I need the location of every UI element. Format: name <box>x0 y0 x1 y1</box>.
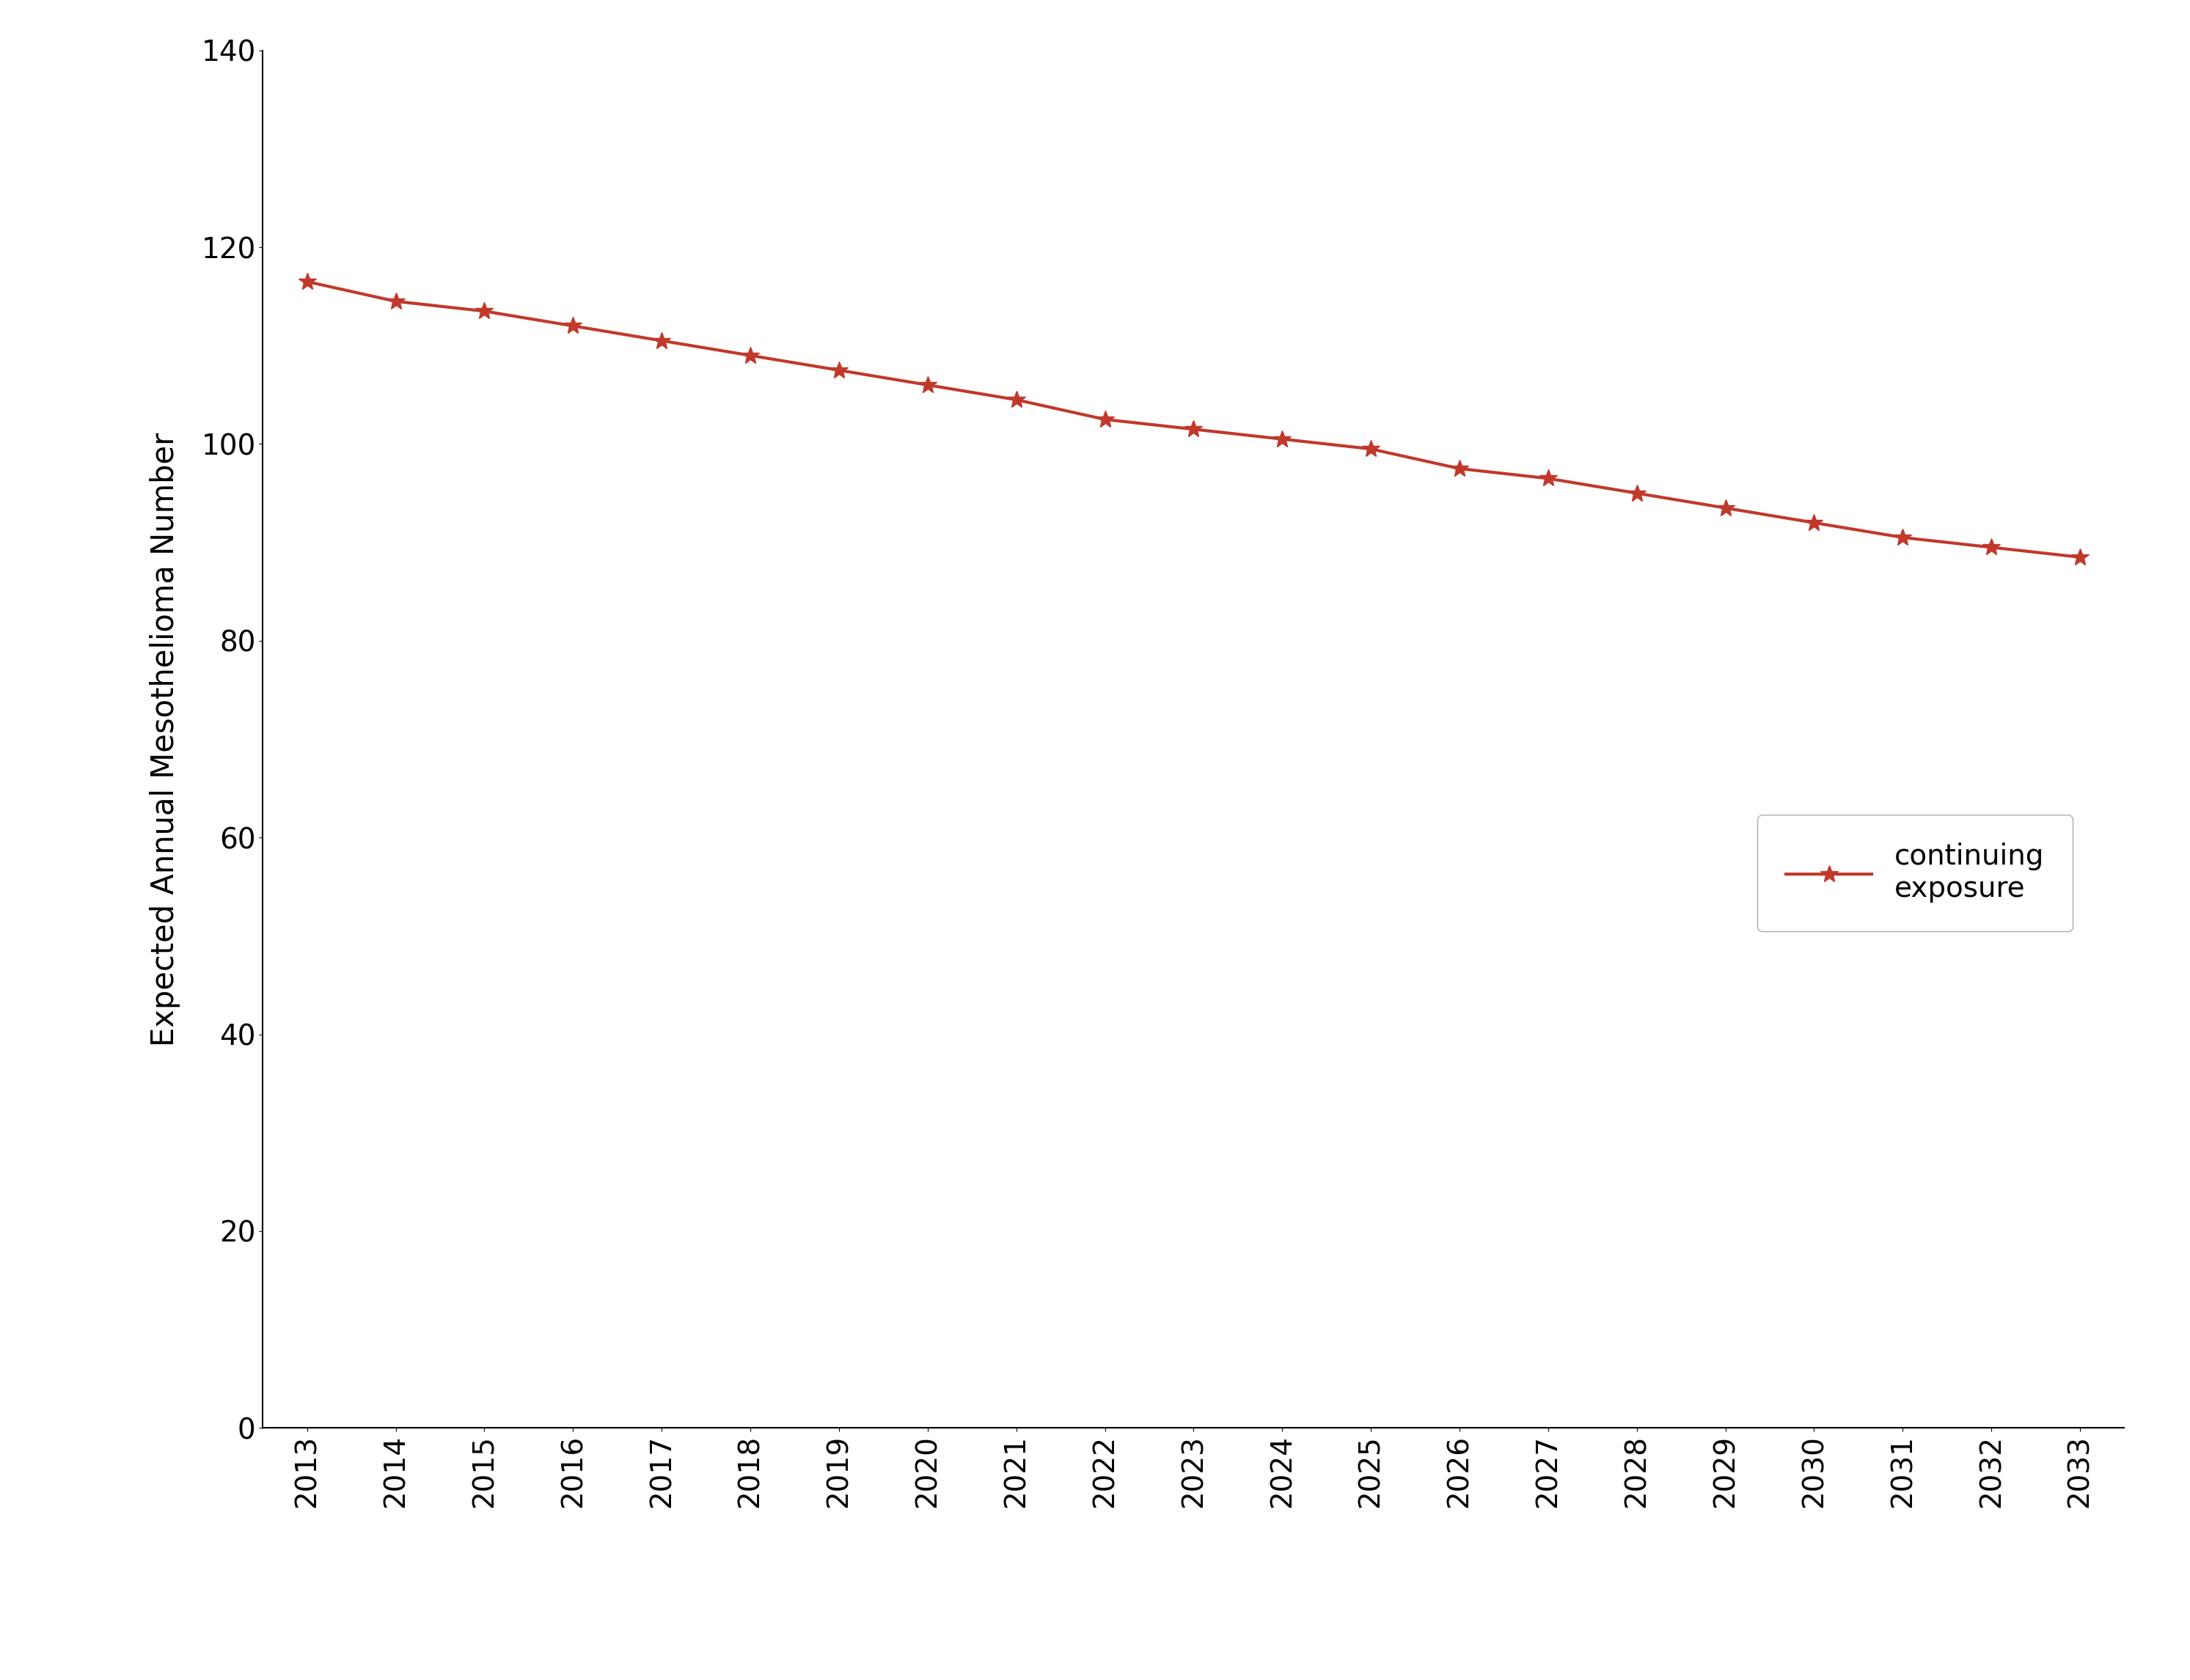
continuing
exposure <box>1093 410 1119 430</box>
continuing
exposure <box>738 346 764 366</box>
continuing
exposure <box>561 316 587 336</box>
continuing
exposure <box>1180 420 1207 440</box>
continuing
exposure <box>648 331 675 351</box>
continuing
exposure <box>1978 538 2004 558</box>
Legend: continuing
exposure: continuing exposure <box>1759 815 2072 932</box>
continuing
exposure <box>826 360 852 380</box>
Line: continuing
exposure: continuing exposure <box>298 272 2089 566</box>
continuing
exposure <box>915 375 942 395</box>
continuing
exposure <box>1268 428 1294 449</box>
continuing
exposure <box>293 272 320 292</box>
continuing
exposure <box>383 291 410 311</box>
continuing
exposure <box>471 301 497 321</box>
continuing
exposure <box>1445 459 1472 479</box>
continuing
exposure <box>1003 390 1029 410</box>
continuing
exposure <box>1890 528 1916 548</box>
continuing
exposure <box>2067 548 2094 568</box>
continuing
exposure <box>1800 512 1826 533</box>
continuing
exposure <box>1713 497 1739 517</box>
continuing
exposure <box>1358 438 1384 459</box>
Y-axis label: Expected Annual Mesothelioma Number: Expected Annual Mesothelioma Number <box>149 432 182 1047</box>
continuing
exposure <box>1535 469 1561 489</box>
continuing
exposure <box>1623 484 1649 504</box>
